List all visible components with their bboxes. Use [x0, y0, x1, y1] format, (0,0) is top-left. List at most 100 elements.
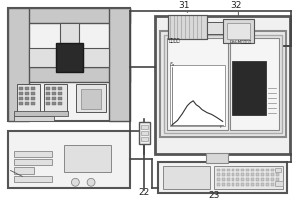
Bar: [25, 97, 29, 100]
Bar: [46, 102, 50, 105]
Bar: [232, 169, 234, 171]
Bar: [266, 178, 269, 181]
Bar: [236, 169, 239, 171]
Bar: [83, 48, 109, 67]
Bar: [139, 122, 150, 144]
Bar: [256, 183, 259, 186]
Bar: [251, 169, 254, 171]
Bar: [8, 8, 130, 23]
Bar: [163, 166, 210, 189]
Bar: [232, 173, 234, 176]
Bar: [217, 173, 220, 176]
Bar: [223, 19, 254, 43]
Text: DSCM数字系统: DSCM数字系统: [230, 39, 252, 43]
Bar: [275, 181, 283, 186]
Bar: [241, 178, 244, 181]
Circle shape: [71, 178, 79, 186]
Bar: [271, 173, 274, 176]
Bar: [76, 84, 106, 112]
Bar: [141, 125, 148, 129]
Bar: [222, 169, 225, 171]
Text: $t$: $t$: [219, 123, 223, 130]
Bar: [217, 183, 220, 186]
Bar: [58, 92, 62, 95]
Bar: [20, 102, 23, 105]
Bar: [230, 38, 279, 130]
Bar: [271, 183, 274, 186]
Text: $F_a$: $F_a$: [169, 60, 175, 69]
Bar: [251, 178, 254, 181]
Bar: [232, 183, 234, 186]
Bar: [81, 89, 101, 109]
Bar: [52, 102, 56, 105]
Bar: [58, 87, 62, 90]
Bar: [29, 48, 56, 67]
Text: 31: 31: [178, 1, 190, 10]
Bar: [31, 102, 35, 105]
Bar: [14, 151, 52, 157]
Bar: [256, 173, 259, 176]
Bar: [276, 178, 279, 181]
Bar: [64, 145, 111, 172]
Bar: [8, 8, 130, 121]
Bar: [276, 173, 279, 176]
Bar: [167, 38, 228, 130]
Bar: [246, 173, 249, 176]
Bar: [20, 92, 23, 95]
Bar: [46, 87, 50, 90]
Bar: [8, 67, 130, 82]
Bar: [241, 183, 244, 186]
Bar: [266, 183, 269, 186]
Bar: [236, 173, 239, 176]
Bar: [31, 87, 35, 90]
Bar: [246, 183, 249, 186]
Bar: [141, 137, 148, 141]
Bar: [17, 84, 40, 112]
Bar: [14, 176, 52, 182]
Bar: [164, 35, 282, 133]
Bar: [214, 166, 283, 189]
Bar: [226, 169, 230, 171]
Bar: [52, 92, 56, 95]
Bar: [241, 169, 244, 171]
Bar: [276, 169, 279, 171]
Bar: [246, 169, 249, 171]
Bar: [226, 23, 250, 39]
Bar: [276, 183, 279, 186]
Bar: [251, 183, 254, 186]
Bar: [44, 84, 67, 112]
Bar: [52, 87, 56, 90]
Text: 加载曲线: 加载曲线: [169, 38, 180, 43]
Bar: [256, 178, 259, 181]
Bar: [207, 22, 223, 34]
Bar: [266, 173, 269, 176]
Bar: [25, 102, 29, 105]
Bar: [168, 15, 207, 39]
Bar: [261, 173, 264, 176]
Bar: [217, 178, 220, 181]
Bar: [236, 178, 239, 181]
Bar: [232, 178, 234, 181]
Bar: [241, 173, 244, 176]
Bar: [46, 92, 50, 95]
Bar: [46, 97, 50, 100]
Bar: [222, 178, 225, 181]
Bar: [52, 97, 56, 100]
Bar: [251, 173, 254, 176]
Bar: [60, 23, 79, 46]
Bar: [246, 178, 249, 181]
Text: 23: 23: [208, 191, 220, 200]
Bar: [168, 15, 207, 39]
Bar: [232, 61, 266, 115]
Bar: [158, 162, 287, 193]
Bar: [256, 169, 259, 171]
Bar: [56, 43, 83, 72]
Bar: [8, 8, 29, 121]
Bar: [226, 173, 230, 176]
Bar: [14, 111, 68, 116]
Circle shape: [87, 178, 95, 186]
Bar: [14, 159, 52, 165]
Bar: [58, 102, 62, 105]
Bar: [261, 169, 264, 171]
Bar: [20, 87, 23, 90]
